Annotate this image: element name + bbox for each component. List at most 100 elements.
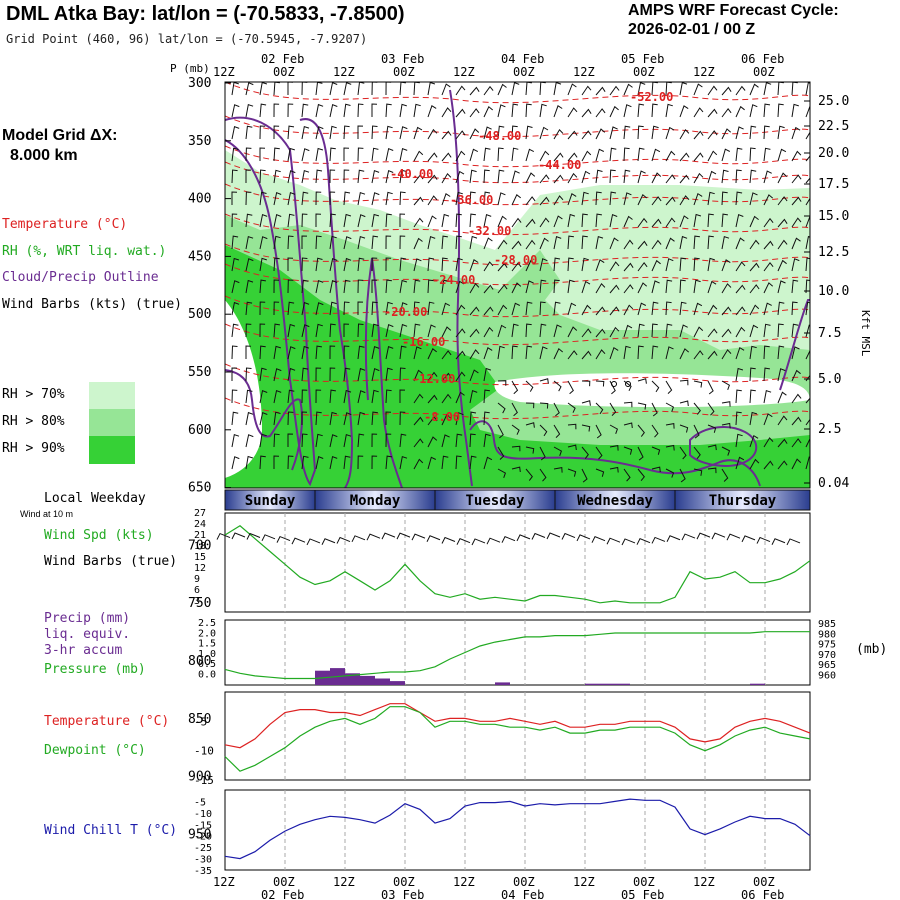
- cloud-precip-outline: [469, 420, 761, 487]
- wind-barb: [441, 152, 452, 162]
- wind-barb: [469, 148, 479, 162]
- wind-barb: [623, 125, 631, 140]
- temperature-contour-label: -24.00: [432, 273, 475, 287]
- wind-barb: [805, 456, 810, 470]
- calm-wind-circle: [625, 381, 631, 387]
- wind-barb: [455, 280, 465, 294]
- wind-barb: [413, 346, 422, 360]
- wind-barb: [665, 380, 673, 394]
- wind-barb: [693, 257, 700, 272]
- cloud-precip-outline: [364, 257, 403, 488]
- wind-barb: [777, 259, 787, 272]
- wind-barb: [595, 424, 602, 439]
- wind-barb: [399, 389, 406, 403]
- wind-barb: [651, 424, 659, 438]
- wind-barb: [539, 323, 547, 338]
- pressure-tick-label: 950: [188, 827, 211, 842]
- temperature-panel-frame: [224, 691, 811, 781]
- wind-barb: [497, 125, 505, 140]
- wind-barb: [539, 237, 549, 250]
- wind-barb: [231, 345, 238, 360]
- wind-barb: [777, 148, 787, 162]
- wind-barb: [679, 235, 688, 250]
- surface-wind-barb: [681, 533, 696, 541]
- wind-barb: [329, 367, 336, 382]
- rh-legend-90-swatch: [89, 436, 135, 464]
- wind-barb: [623, 262, 634, 272]
- wind-barb: [609, 214, 618, 228]
- wind-barb: [287, 192, 296, 206]
- wind-chill-label: Wind Chill T (°C): [44, 823, 178, 838]
- time-label-top: 00Z: [633, 65, 655, 79]
- wind-barb: [357, 125, 364, 139]
- wind-barb: [539, 468, 547, 482]
- wind-barb: [525, 196, 536, 206]
- pressure-tick-label: 700: [188, 538, 211, 553]
- wind-barb: [259, 214, 268, 228]
- wind-barb: [805, 418, 810, 426]
- wind-barb: [413, 174, 424, 184]
- time-label-top: 00Z: [753, 65, 775, 79]
- wind-barb: [385, 455, 393, 470]
- wind-barb: [483, 106, 494, 118]
- wind-barb: [301, 411, 308, 425]
- rh-legend-80-swatch: [89, 409, 135, 436]
- dewpoint-label: Dewpoint (°C): [44, 743, 146, 758]
- wind-speed-panel-series-line: [224, 525, 811, 604]
- wind-barb: [427, 416, 438, 426]
- date-label-top: 04 Feb: [501, 52, 544, 66]
- wind-barb: [441, 279, 449, 294]
- wind-barb: [777, 196, 788, 206]
- wind-barb: [567, 279, 575, 294]
- pressure-tick-label: 960: [818, 671, 836, 682]
- wind-barb: [763, 460, 774, 470]
- wind-barb: [665, 423, 675, 429]
- wind-barb: [399, 367, 406, 382]
- wind-barb: [287, 279, 294, 294]
- wind-barb: [483, 147, 491, 162]
- wind-barb: [273, 147, 280, 162]
- pressure-tick-label: 600: [188, 423, 211, 438]
- wind-barb: [371, 235, 379, 250]
- wind-barb: [707, 304, 718, 316]
- wind-barb: [301, 257, 308, 272]
- surface-wind-barb: [471, 538, 486, 546]
- wind-barb: [707, 108, 718, 118]
- wind-barb: [441, 130, 452, 140]
- pressure-axis-title: P (mb): [170, 62, 210, 75]
- wind-barb: [791, 438, 802, 448]
- wind-barb: [749, 458, 760, 470]
- wind-barb: [343, 125, 350, 140]
- wind-barb: [343, 169, 350, 184]
- wind-barb: [721, 169, 729, 184]
- legend-temperature: Temperature (°C): [2, 217, 128, 232]
- wind-barb: [483, 214, 492, 228]
- wind-barb: [371, 433, 378, 448]
- day-band-label: Wednesday: [577, 493, 653, 509]
- wind-barb: [567, 350, 578, 360]
- wind-barb: [581, 213, 588, 228]
- wind-barb: [441, 302, 451, 316]
- wind-barb: [511, 217, 522, 228]
- wind-barb: [441, 257, 448, 272]
- wind-barb: [245, 258, 254, 272]
- wind-barb: [679, 379, 689, 386]
- wind-barb: [735, 433, 743, 448]
- wind-barb: [553, 348, 564, 360]
- wind-barb: [525, 345, 533, 360]
- wind-barb: [441, 326, 452, 338]
- wind-barb: [455, 328, 466, 338]
- wind-barb: [791, 458, 802, 470]
- wind-barb: [371, 192, 380, 206]
- wind-barb: [511, 282, 522, 294]
- wind-barb: [497, 104, 506, 118]
- wind-barb: [735, 105, 745, 118]
- surface-wind-barb: [636, 538, 651, 545]
- height-tick-label: 17.5: [818, 177, 849, 192]
- wind-barb: [595, 402, 604, 415]
- wind-barb: [259, 323, 266, 338]
- wind-barb: [791, 416, 802, 426]
- wind-barb: [511, 445, 521, 452]
- wind-barb: [581, 130, 592, 140]
- wind-barb: [553, 402, 560, 417]
